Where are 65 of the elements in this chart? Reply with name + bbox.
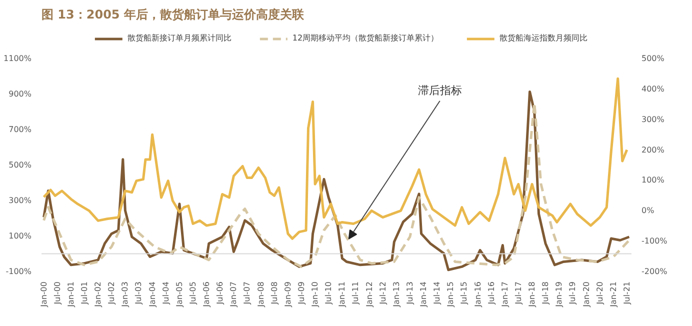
- y-tick-label: 300%: [8, 196, 32, 205]
- y-tick-label: 700%: [8, 125, 32, 134]
- x-tick-label: Jul-05: [188, 282, 198, 306]
- y2-tick-label: 500%: [642, 54, 665, 63]
- annotation: 滞后指标: [418, 84, 462, 97]
- x-tick-label: Jul-18: [541, 282, 550, 306]
- y-tick-label: 500%: [8, 160, 32, 170]
- x-tick-label: Jan-11: [338, 281, 347, 308]
- x-tick-label: Jul-06: [216, 282, 225, 306]
- x-tick-label: Jan-18: [528, 281, 537, 308]
- x-tick-label: Jul-17: [514, 282, 523, 306]
- line-series: [42, 77, 628, 240]
- x-tick-label: Jan-13: [392, 281, 401, 308]
- x-tick-label: Jan-00: [39, 281, 48, 308]
- x-tick-label: Jan-15: [446, 281, 456, 308]
- x-tick-label: Jul-04: [161, 282, 170, 306]
- x-tick-label: Jan-08: [256, 281, 266, 308]
- y2-tick-label: -100%: [642, 236, 668, 246]
- x-tick-label: Jan-03: [120, 281, 130, 308]
- x-tick-label: Jul-08: [270, 282, 279, 306]
- y-tick-label: 100%: [8, 232, 32, 240]
- x-tick-label: Jul-09: [296, 282, 306, 306]
- x-tick-label: Jul-00: [52, 282, 62, 306]
- chart-title: 图 13：2005 年后，散货船订单与运价高度关联: [42, 8, 305, 22]
- x-tick-label: Jul-20: [595, 282, 604, 306]
- x-tick-label: Jan-12: [364, 281, 374, 308]
- x-tick-label: Jul-10: [324, 282, 334, 306]
- y2-tick-label: 300%: [642, 114, 665, 124]
- x-tick-label: Jan-21: [608, 281, 618, 308]
- x-tick-label: Jan-10: [310, 281, 320, 308]
- x-tick-label: Jan-19: [554, 281, 564, 308]
- legend-label: 散货船海运指数月频同比: [500, 32, 588, 44]
- x-tick-label: Jan-05: [174, 281, 184, 308]
- y-tick-label: 900%: [8, 90, 32, 98]
- y2-tick-label: 100%: [642, 176, 665, 185]
- y-tick-label: 1100%: [4, 54, 32, 63]
- y2-tick-label: -200%: [642, 267, 668, 276]
- x-tick-label: Jul-03: [134, 282, 144, 306]
- x-tick-label: Jan-04: [148, 281, 157, 308]
- x-tick-label: Jul-19: [568, 282, 578, 306]
- x-tick-label: Jan-01: [66, 281, 76, 308]
- y2-tick-label: 400%: [642, 84, 665, 94]
- x-tick-label: Jan-14: [419, 281, 428, 308]
- x-tick-label: Jan-09: [283, 281, 292, 308]
- legend-label: 12周期移动平均（散货船新接订单累计）: [292, 32, 439, 44]
- x-tick-label: Jul-12: [378, 282, 388, 306]
- x-tick-label: Jan-20: [582, 281, 591, 308]
- x-tick-label: Jul-13: [405, 282, 414, 306]
- x-tick-label: Jan-02: [94, 281, 103, 308]
- x-tick-label: Jan-16: [473, 281, 482, 308]
- x-tick-label: Jul-07: [242, 282, 252, 306]
- x-tick-label: Jan-06: [202, 281, 212, 308]
- y2-tick-label: 200%: [642, 145, 665, 154]
- x-tick-label: Jul-21: [622, 282, 632, 306]
- x-tick-label: Jul-02: [107, 282, 116, 306]
- x-tick-label: Jul-16: [486, 282, 496, 306]
- x-tick-label: Jul-01: [80, 282, 89, 306]
- x-tick-label: Jul-11: [351, 282, 360, 306]
- x-tick-label: Jan-17: [500, 281, 510, 308]
- x-tick-label: Jul-14: [432, 282, 442, 306]
- legend-label: 散货船新接订单月频累计同比: [127, 32, 232, 44]
- y-tick-label: -100%: [6, 267, 32, 276]
- x-tick-label: Jan-07: [229, 281, 238, 308]
- x-tick-label: Jul-15: [460, 282, 469, 306]
- y2-tick-label: 0%: [642, 206, 655, 216]
